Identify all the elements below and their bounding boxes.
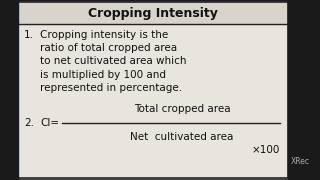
Text: 1.: 1. [24, 30, 34, 40]
Bar [18, 2, 288, 178]
Text: Net  cultivated area: Net cultivated area [130, 132, 234, 142]
Text: Cropping intensity is the
ratio of total cropped area
to net cultivated area whi: Cropping intensity is the ratio of total… [40, 30, 187, 93]
Text: Cropping Intensity: Cropping Intensity [88, 6, 218, 19]
Bar [18, 2, 288, 178]
Text: ×100: ×100 [252, 145, 280, 155]
Text: CI=: CI= [40, 118, 59, 128]
Text: 2.: 2. [24, 118, 34, 128]
Bar [18, 2, 288, 24]
Text: XRec: XRec [291, 157, 310, 166]
Bar [0, 0, 18, 180]
Text: Total cropped area: Total cropped area [134, 104, 230, 114]
Bar [288, 0, 320, 180]
